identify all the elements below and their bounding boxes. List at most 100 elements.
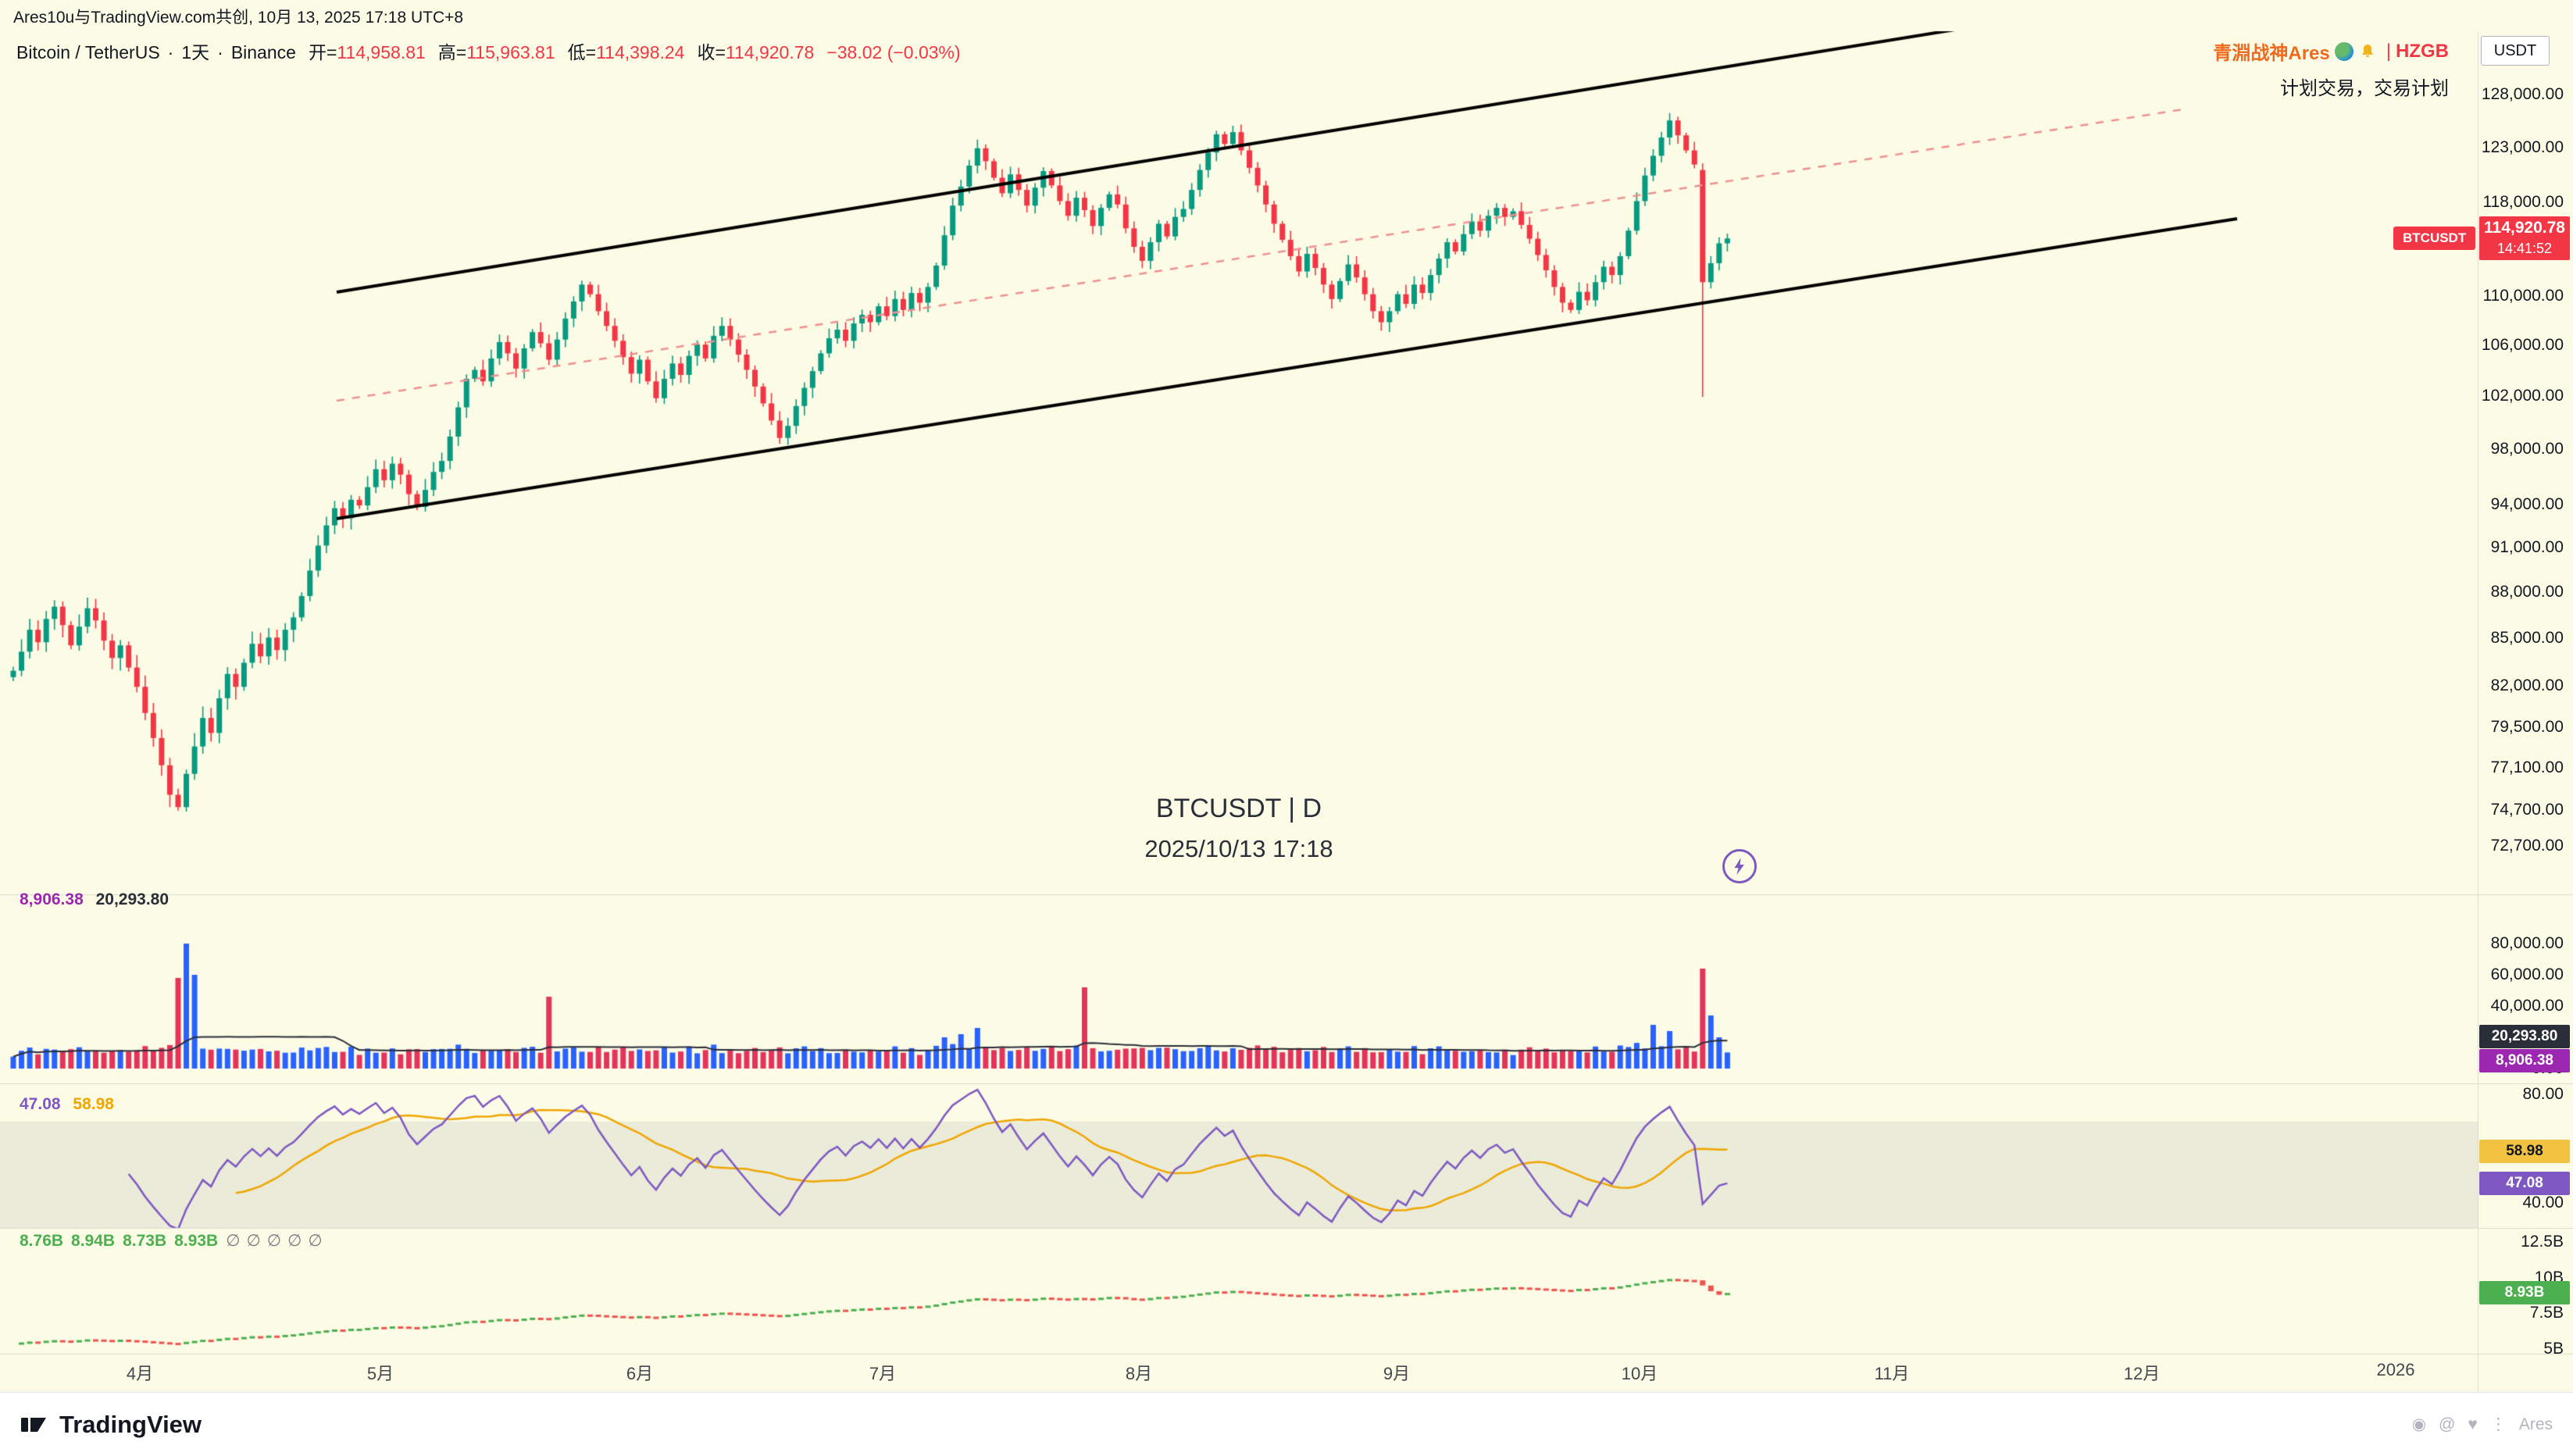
price-tick: 110,000.00 — [2482, 286, 2564, 305]
footer-username: Ares — [2518, 1415, 2553, 1433]
price-tick: 106,000.00 — [2481, 335, 2564, 354]
more-icon[interactable]: ⋮ — [2489, 1415, 2507, 1433]
currency-label: USDT — [2481, 36, 2550, 66]
metric-value: 8.76B — [20, 1232, 64, 1250]
center-watermark: BTCUSDT | D 2025/10/13 17:18 — [0, 794, 2478, 863]
rsi-tick: 40.00 — [2522, 1194, 2564, 1212]
separator-dot: · — [217, 42, 223, 62]
volume-tick: 60,000.00 — [2490, 965, 2564, 983]
time-axis-label: 12月 — [2123, 1364, 2161, 1383]
time-axis-label: 6月 — [626, 1364, 654, 1383]
time-axis-label: 5月 — [366, 1364, 394, 1383]
time-axis[interactable]: 4月 5月 6月 7月 8月 9月 10月 11月 12月 2026 — [0, 1354, 2573, 1392]
price-tick: 85,000.00 — [2490, 629, 2564, 648]
metric-empty-value: ∅ — [226, 1232, 241, 1250]
rsi-axis-badge: 58.98 — [2479, 1140, 2570, 1164]
symbol-info-bar: Bitcoin / TetherUS · 1天 · Binance 开=114,958.8… — [16, 37, 961, 64]
footer-right: ◉ @ ♥ ⋮ Ares — [2412, 1415, 2553, 1434]
time-axis-label: 9月 — [1383, 1364, 1411, 1383]
symbol-price-tag: BTCUSDT — [2393, 227, 2476, 251]
metric-empty-value: ∅ — [287, 1232, 302, 1250]
author-separator: | — [2386, 40, 2391, 62]
volume-tick: 80,000.00 — [2490, 934, 2564, 952]
separator-dot: · — [167, 42, 174, 62]
copyright-icon[interactable]: ◉ — [2411, 1415, 2427, 1433]
volume-axis-badge: 8,906.38 — [2479, 1049, 2570, 1073]
time-axis-label: 11月 — [1874, 1364, 1910, 1383]
exchange-label[interactable]: Binance — [230, 42, 296, 62]
lightning-marker-icon[interactable] — [1722, 849, 1757, 883]
last-price-badge: 114,920.78 14:41:52 — [2479, 216, 2570, 261]
rsi-value: 47.08 — [20, 1095, 61, 1113]
snapshot-attribution: Ares10u与TradingView.com共创, 10月 13, 2025 … — [13, 9, 464, 27]
rsi-tick: 80.00 — [2522, 1085, 2564, 1103]
price-tick: 128,000.00 — [2481, 85, 2564, 103]
metric-empty-value: ∅ — [246, 1232, 261, 1250]
globe-icon — [2334, 41, 2354, 61]
price-tick: 88,000.00 — [2490, 583, 2564, 601]
price-tick: 74,700.00 — [2490, 800, 2564, 819]
change-value: −38.02 (−0.03%) — [826, 42, 961, 62]
slogan-text: 计划交易，交易计划 — [2280, 78, 2449, 99]
interval-label[interactable]: 1天 — [181, 42, 210, 62]
time-axis-label: 8月 — [1125, 1364, 1153, 1383]
metric-tick: 7.5B — [2529, 1304, 2564, 1322]
price-tick: 98,000.00 — [2490, 440, 2564, 459]
low-value: 114,398.24 — [596, 42, 685, 62]
footer-bar: TradingView ◉ @ ♥ ⋮ Ares — [0, 1392, 2573, 1456]
metric-value: 8.93B — [174, 1232, 219, 1250]
price-axis[interactable]: 128,000.00 123,000.00 118,000.00 110,000.00… — [2478, 0, 2573, 1392]
price-tick: 72,700.00 — [2490, 837, 2564, 855]
watermark-datetime: 2025/10/13 17:18 — [1144, 835, 1333, 862]
team-name: HZGB — [2396, 40, 2449, 62]
close-value: 114,920.78 — [725, 42, 815, 62]
price-tick: 82,000.00 — [2490, 676, 2564, 695]
metric-tick: 12.5B — [2521, 1233, 2564, 1251]
symbol-name[interactable]: Bitcoin / TetherUS — [16, 42, 160, 62]
time-axis-label: 10月 — [1621, 1364, 1658, 1383]
price-tick: 118,000.00 — [2482, 193, 2564, 212]
metric-tick: 5B — [2543, 1340, 2564, 1358]
watermark-symbol: BTCUSDT | D — [1155, 794, 1322, 823]
author-name: 青淵战神Ares — [2213, 43, 2330, 64]
volume-axis-badge: 20,293.80 — [2479, 1025, 2570, 1049]
time-axis-label: 7月 — [869, 1364, 897, 1383]
price-tick: 77,100.00 — [2490, 758, 2564, 777]
last-price-value: 114,920.78 — [2484, 219, 2565, 237]
open-label: 开= — [308, 42, 337, 62]
high-value: 115,963.81 — [466, 42, 555, 62]
tradingview-brand-text: TradingView — [59, 1410, 202, 1438]
author-block: 青淵战神Ares | HZGB 计划交易，交易计划 — [2213, 37, 2449, 100]
metric-axis-badge: 8.93B — [2479, 1281, 2570, 1305]
price-tick: 123,000.00 — [2481, 137, 2564, 156]
heart-icon[interactable]: ♥ — [2468, 1415, 2478, 1433]
price-tick: 79,500.00 — [2490, 717, 2564, 736]
low-label: 低= — [567, 42, 597, 62]
volume-current-value: 20,293.80 — [95, 890, 170, 908]
rsi-axis-badge: 47.08 — [2479, 1172, 2570, 1196]
time-axis-label: 4月 — [126, 1364, 154, 1383]
chart-canvas[interactable] — [0, 0, 2573, 1392]
metric-empty-value: ∅ — [266, 1232, 282, 1250]
time-axis-label: 2026 — [2376, 1360, 2415, 1379]
high-label: 高= — [437, 42, 467, 62]
metric-value: 8.94B — [71, 1232, 116, 1250]
tradingview-logo[interactable]: TradingView — [20, 1411, 202, 1439]
open-value: 114,958.81 — [337, 42, 426, 62]
volume-ma-value: 8,906.38 — [20, 890, 84, 908]
volume-tick: 40,000.00 — [2490, 997, 2564, 1015]
close-label: 收= — [697, 42, 726, 62]
price-tick: 91,000.00 — [2490, 538, 2564, 557]
at-icon[interactable]: @ — [2439, 1415, 2456, 1433]
price-tick: 102,000.00 — [2481, 387, 2564, 405]
bar-countdown: 14:41:52 — [2496, 241, 2553, 257]
metric-pane-labels: 8.76B 8.94B 8.73B 8.93B ∅ ∅ ∅ ∅ ∅ — [20, 1231, 329, 1251]
tradingview-logo-icon — [21, 1417, 46, 1432]
rsi-pane-labels: 47.08 58.98 — [20, 1095, 114, 1114]
metric-empty-value: ∅ — [308, 1232, 323, 1250]
metric-value: 8.73B — [123, 1232, 167, 1250]
price-tick: 94,000.00 — [2490, 495, 2564, 514]
bell-icon — [2361, 44, 2373, 57]
volume-pane-labels: 8,906.38 20,293.80 — [20, 890, 169, 909]
